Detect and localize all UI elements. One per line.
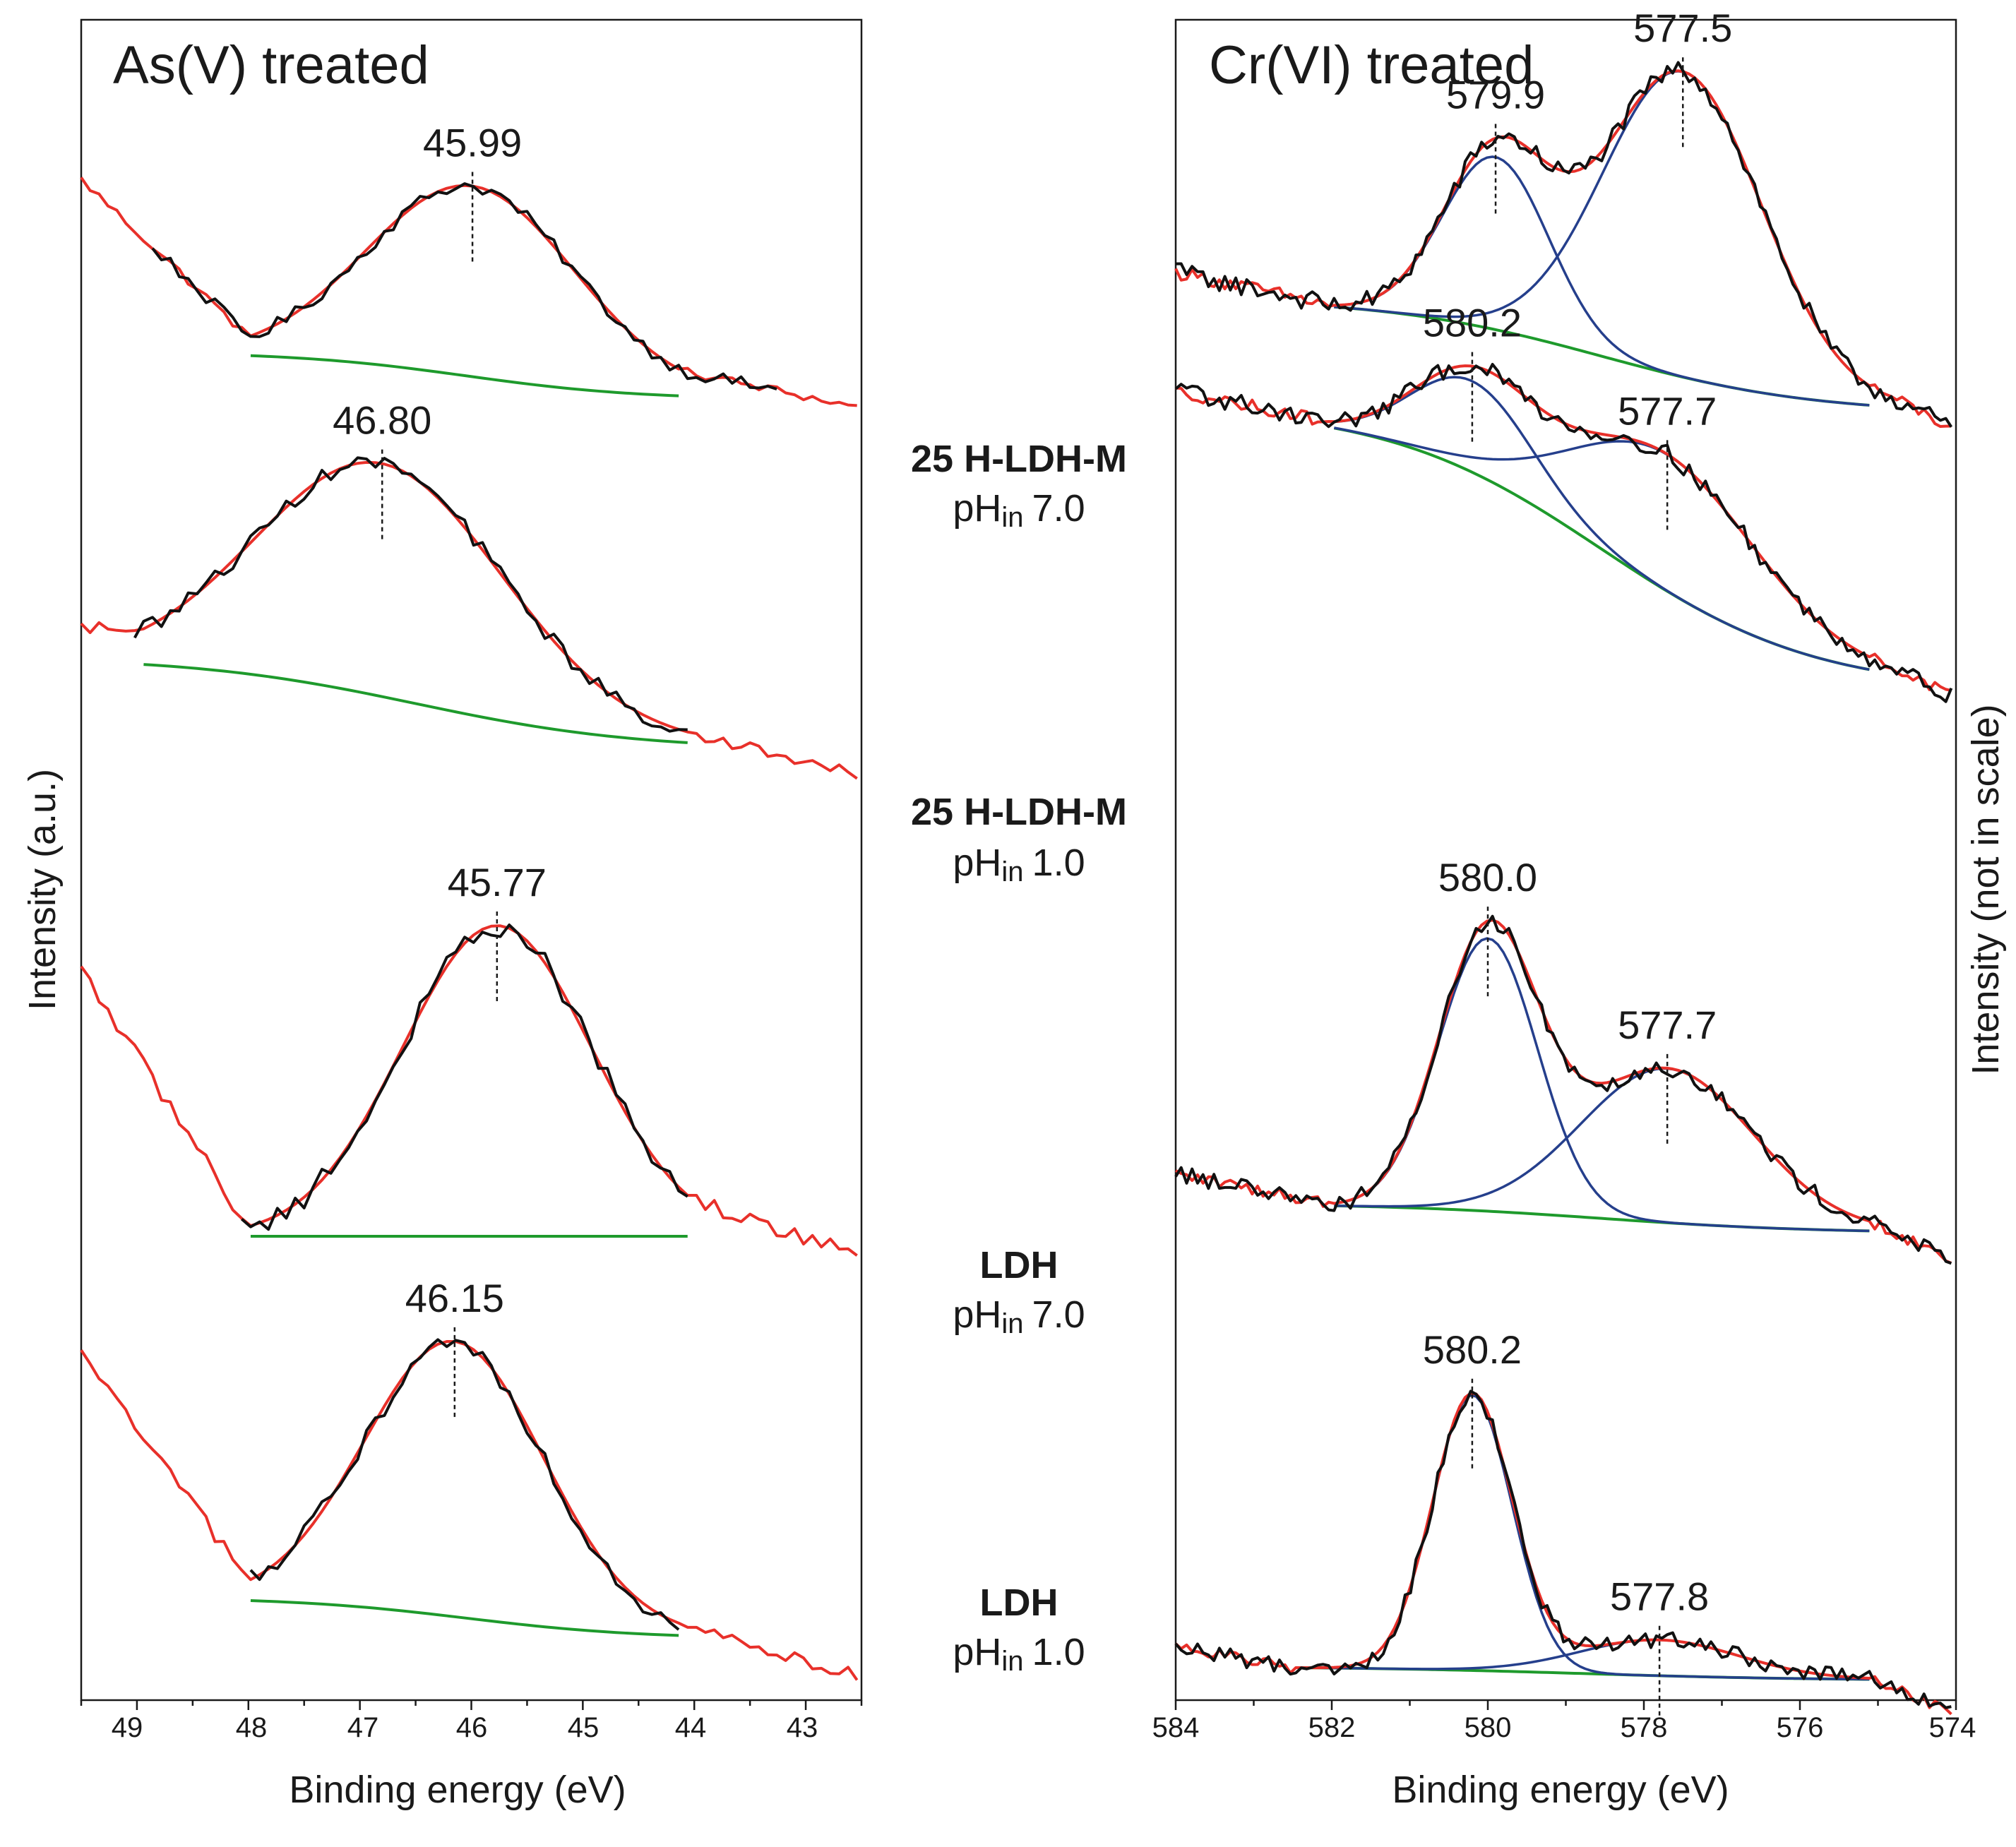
raw-data-curve xyxy=(1174,363,1953,703)
spectrum: 46.15 xyxy=(80,1276,859,1681)
ph-subscript: in xyxy=(1001,502,1023,533)
ph-subscript: in xyxy=(1001,1646,1023,1677)
envelope-fit-curve xyxy=(1174,1392,1952,1716)
as-plot-area: 45.99 46.80 45.77 46.15 xyxy=(80,121,859,1681)
peak-label: 577.7 xyxy=(1618,1003,1717,1047)
spectrum: 46.80 xyxy=(80,398,858,780)
ph-subscript: in xyxy=(1001,856,1023,887)
cr-y-axis-label: Intensity (not in scale) xyxy=(1964,704,2007,1075)
as-y-axis-label: Intensity (a.u.) xyxy=(21,769,64,1010)
spectrum: 579.9 577.5 xyxy=(1174,6,1953,429)
cr-x-axis-label: Binding energy (eV) xyxy=(1392,1769,1729,1811)
cr-panel-title: Cr(VI) treated xyxy=(1209,35,1534,95)
sample-name: LDH xyxy=(980,1582,1058,1624)
cr-x-axis-ticks: 584 582 580 578 576 574 xyxy=(1152,1700,1976,1743)
component-curve xyxy=(1334,376,1870,671)
cr-x-tick-label: 582 xyxy=(1308,1712,1356,1743)
background-line xyxy=(1333,426,1870,671)
as-x-tick-label: 44 xyxy=(675,1712,707,1743)
raw-data-curve xyxy=(133,456,688,733)
envelope-fit-curve xyxy=(80,460,858,780)
component-curve xyxy=(1334,155,1870,407)
envelope-fit-curve xyxy=(80,1340,859,1681)
peak-label: 46.15 xyxy=(405,1276,504,1320)
as-x-tick-label: 43 xyxy=(787,1712,818,1743)
background-line xyxy=(1334,1204,1870,1233)
peak-label: 580.2 xyxy=(1423,1327,1522,1372)
sample-name: 25 H-LDH-M xyxy=(911,791,1127,833)
sample-labels: 25 H-LDH-M pHin 7.0 25 H-LDH-M pHin 1.0 LD… xyxy=(911,438,1127,1677)
spectrum: 580.2 577.8 xyxy=(1174,1327,1952,1718)
sample-name: LDH xyxy=(980,1244,1058,1286)
ph-subscript: in xyxy=(1001,1308,1023,1339)
as-x-tick-label: 46 xyxy=(456,1712,488,1743)
peak-label: 45.99 xyxy=(423,121,522,165)
ph-text: pH xyxy=(953,1293,1001,1336)
background-line xyxy=(143,663,688,744)
ph-text: pH xyxy=(953,842,1001,884)
raw-data-curve xyxy=(1174,1389,1952,1709)
peak-label: 577.8 xyxy=(1610,1574,1709,1619)
component-curve xyxy=(1333,426,1871,658)
spectrum: 580.0 577.7 xyxy=(1174,855,1952,1265)
cr-x-tick-label: 584 xyxy=(1152,1712,1200,1743)
sample-condition: pHin 7.0 xyxy=(953,487,1085,533)
as-x-tick-label: 49 xyxy=(112,1712,143,1743)
raw-data-curve xyxy=(241,924,688,1231)
as-x-axis-ticks: 49 48 47 46 45 44 43 xyxy=(80,1700,863,1743)
ph-value: 7.0 xyxy=(1032,1293,1085,1336)
peak-label: 577.5 xyxy=(1633,6,1732,50)
as-panel-title: As(V) treated xyxy=(113,35,429,95)
as-x-axis-label: Binding energy (eV) xyxy=(289,1769,626,1811)
peak-label: 46.80 xyxy=(333,398,431,443)
spectrum: 580.2 577.7 xyxy=(1174,301,1953,703)
spectrum: 45.99 xyxy=(80,121,857,407)
sample-condition: pHin 7.0 xyxy=(953,1293,1085,1339)
cr-panel: Cr(VI) treated 579.9577.5580.2577.7580.0… xyxy=(1152,6,2007,1811)
cr-plot-frame xyxy=(1174,18,1957,1702)
sample-condition: pHin 1.0 xyxy=(953,1631,1085,1677)
background-line xyxy=(1334,305,1870,407)
cr-plot-area: 579.9 577.5 580.2 577.7 580.0 577.7 580.2 577.8 xyxy=(1174,6,1953,1718)
component-curve xyxy=(1334,70,1871,387)
peak-label: 579.9 xyxy=(1446,73,1545,117)
ph-value: 7.0 xyxy=(1032,487,1085,530)
component-curve xyxy=(1296,1394,1870,1681)
ph-text: pH xyxy=(953,1631,1001,1673)
peak-label: 577.7 xyxy=(1618,388,1717,433)
ph-value: 1.0 xyxy=(1032,1631,1085,1673)
ph-value: 1.0 xyxy=(1032,842,1085,884)
cr-x-tick-label: 574 xyxy=(1929,1712,1976,1743)
raw-data-curve xyxy=(1175,61,1953,428)
ph-text: pH xyxy=(953,487,1001,530)
as-x-tick-label: 45 xyxy=(568,1712,600,1743)
spectrum: 45.77 xyxy=(80,860,858,1257)
sample-condition: pHin 1.0 xyxy=(953,842,1085,887)
peak-label: 45.77 xyxy=(448,860,547,904)
raw-data-curve xyxy=(249,1338,680,1631)
background-line xyxy=(250,354,679,398)
sample-name: 25 H-LDH-M xyxy=(911,438,1127,480)
background-line xyxy=(250,1599,679,1637)
envelope-fit-curve xyxy=(80,924,858,1257)
cr-x-tick-label: 576 xyxy=(1777,1712,1824,1743)
as-x-tick-label: 47 xyxy=(347,1712,379,1743)
as-x-tick-label: 48 xyxy=(236,1712,268,1743)
raw-data-curve xyxy=(1174,914,1952,1265)
cr-x-tick-label: 580 xyxy=(1465,1712,1512,1743)
peak-label: 580.2 xyxy=(1423,301,1522,345)
as-panel: As(V) treated 45.99 46.80 45.77 46.15 49 48… xyxy=(21,18,863,1811)
cr-x-tick-label: 578 xyxy=(1621,1712,1668,1743)
raw-data-curve xyxy=(151,182,777,390)
peak-label: 580.0 xyxy=(1438,855,1537,899)
